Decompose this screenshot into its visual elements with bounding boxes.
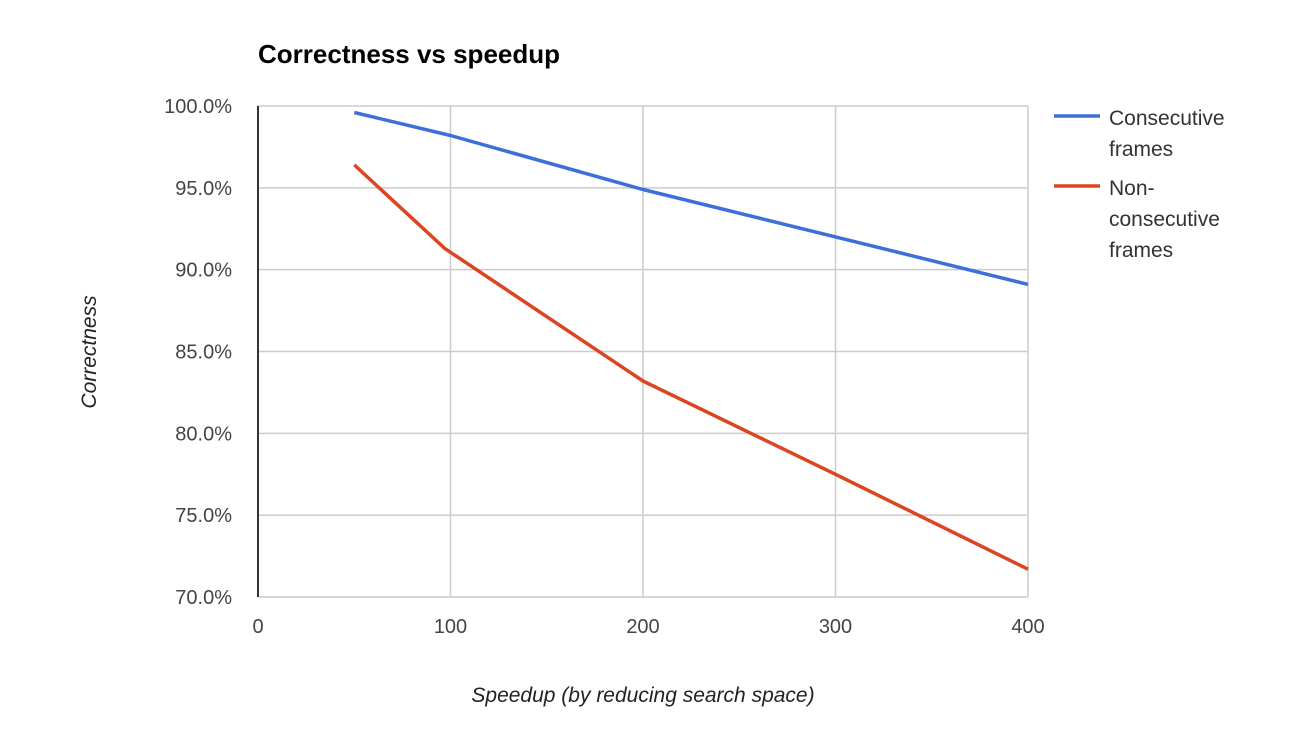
legend-label-line: consecutive — [1109, 208, 1220, 231]
y-tick-label: 80.0% — [175, 423, 232, 445]
chart-title: Correctness vs speedup — [258, 39, 560, 69]
y-tick-label: 100.0% — [164, 96, 232, 118]
legend-label-line: Non- — [1109, 177, 1155, 200]
series-line-2[interactable] — [353, 163, 1029, 571]
y-tick-label: 85.0% — [175, 342, 232, 364]
y-tick-label: 70.0% — [175, 587, 232, 609]
x-tick-label: 200 — [626, 616, 659, 638]
legend-label-line: frames — [1109, 138, 1173, 161]
series-group — [353, 110, 1029, 571]
legend[interactable]: Consecutive frames Non-consecutive frames — [1054, 107, 1225, 262]
x-tick-label: 300 — [819, 616, 852, 638]
legend-item-2[interactable]: Non-consecutive frames — [1054, 177, 1220, 262]
legend-label: Consecutive frames — [1109, 107, 1225, 161]
legend-label: Non-consecutive frames — [1109, 177, 1220, 262]
series-line-1[interactable] — [353, 110, 1029, 287]
legend-item-1[interactable]: Consecutive frames — [1054, 107, 1225, 161]
x-axis-title: Speedup (by reducing search space) — [471, 684, 814, 707]
y-tick-label: 90.0% — [175, 260, 232, 282]
y-tick-label: 75.0% — [175, 505, 232, 527]
y-axis-title: Correctness — [78, 295, 101, 409]
x-tick-label: 100 — [434, 616, 467, 638]
y-tick-label: 95.0% — [175, 178, 232, 200]
legend-label-line: Consecutive — [1109, 107, 1225, 130]
x-tick-label: 400 — [1011, 616, 1044, 638]
x-tick-label: 0 — [252, 616, 263, 638]
axes: 70.0% 75.0% 80.0% 85.0% 90.0% 95.0% 100.0% 0 100… — [164, 96, 1045, 638]
grid — [258, 105, 1029, 598]
legend-label-line: frames — [1109, 239, 1173, 262]
